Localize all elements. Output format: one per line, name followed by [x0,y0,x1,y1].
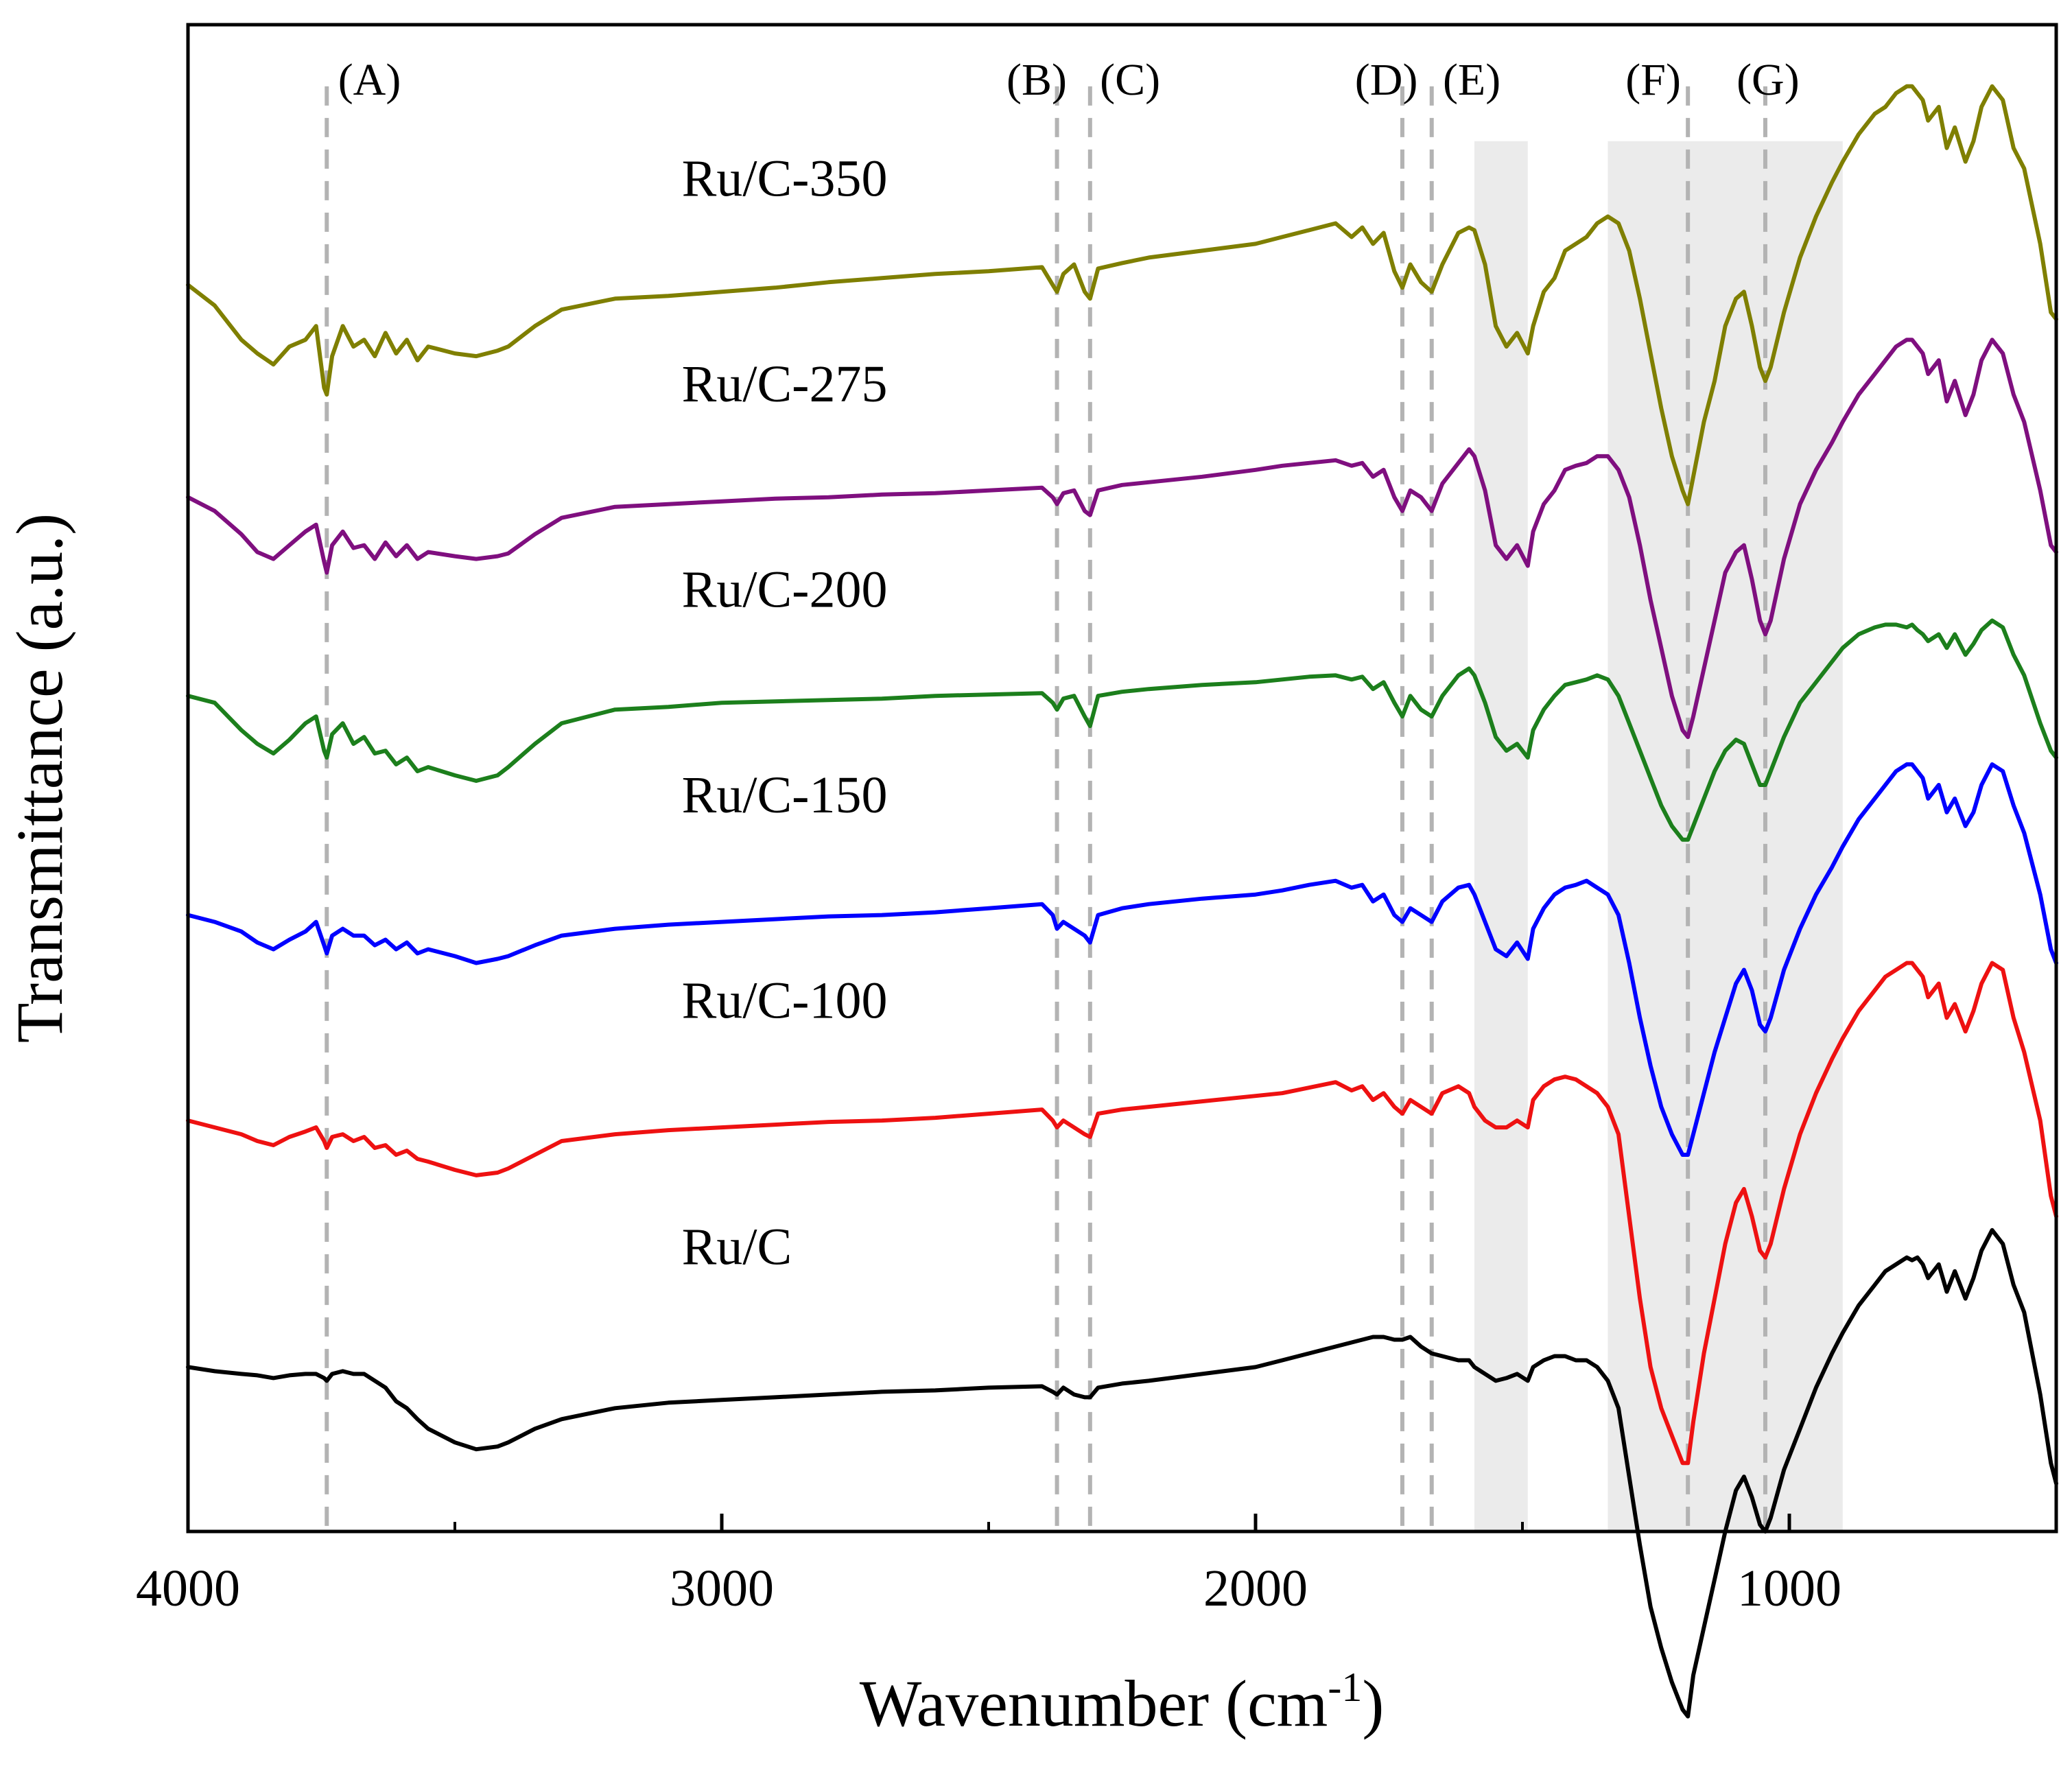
reference-lines [325,86,1767,1531]
reference-label-e: (E) [1443,55,1500,105]
series-line-ru-c-150 [186,762,2058,1157]
series-line-ru-c [186,1228,2058,1719]
series-line-ru-c-100 [186,961,2058,1466]
reference-labels: (A) (B) (C) (D) (E) (F) (G) [338,55,1800,105]
x-axis-title-superscript: -1 [1328,1665,1362,1710]
series-label-ru-c-150: Ru/C-150 [682,766,888,824]
y-axis-title: Transmittance (a.u.) [3,513,76,1043]
shaded-region-1 [1474,141,1528,1531]
shaded-regions [1474,141,1843,1531]
series-line-ru-c-200 [186,618,2058,842]
plot-frame [186,23,2058,1534]
x-tick-label-4000: 4000 [136,1560,240,1617]
series-label-ru-c-100: Ru/C-100 [682,972,888,1029]
x-tick-label-3000: 3000 [670,1560,774,1617]
reference-label-f: (F) [1625,55,1681,105]
reference-label-a: (A) [338,55,401,105]
series-labels: Ru/C-350 Ru/C-275 Ru/C-200 Ru/C-150 Ru/C-100… [682,150,888,1276]
series-line-ru-c-275 [186,338,2058,740]
x-tick-label-2000: 2000 [1203,1560,1308,1617]
series-line-ru-c-350 [186,84,2058,506]
series-label-ru-c-275: Ru/C-275 [682,355,888,413]
reference-label-g: (G) [1737,55,1800,105]
reference-label-c: (C) [1100,55,1160,105]
x-axis-title: Wavenumber (cm-1) [860,1665,1385,1740]
series-label-ru-c: Ru/C [682,1219,792,1276]
x-tick-label-1000: 1000 [1737,1560,1841,1617]
reference-label-b: (B) [1006,55,1067,105]
series-label-ru-c-350: Ru/C-350 [682,150,888,208]
series-label-ru-c-200: Ru/C-200 [682,561,888,618]
x-axis-title-main: Wavenumber (cm [860,1667,1328,1740]
shaded-region-2 [1608,141,1843,1531]
spectra [186,84,2058,1719]
x-axis-title-suffix: ) [1362,1667,1384,1740]
reference-label-d: (D) [1355,55,1418,105]
x-axis-ticks: 4000 3000 2000 1000 [136,1514,1841,1617]
